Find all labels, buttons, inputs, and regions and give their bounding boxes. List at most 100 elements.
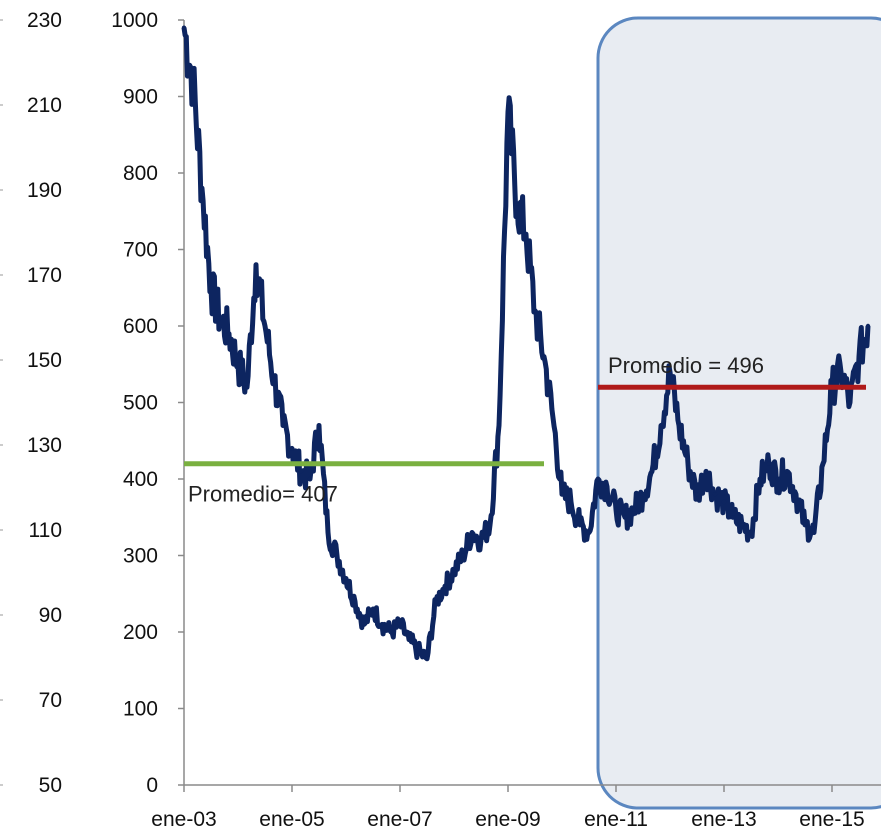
data-point <box>775 476 781 482</box>
data-point <box>181 25 187 30</box>
average-label: Promedio = 496 <box>608 353 764 378</box>
data-point <box>667 369 673 375</box>
data-point <box>595 476 601 482</box>
data-point <box>226 331 232 336</box>
y-tick-label: 800 <box>123 162 158 185</box>
x-tick-label: ene-05 <box>259 808 324 831</box>
x-tick-label: ene-11 <box>584 808 648 831</box>
data-point <box>559 492 565 497</box>
data-point <box>478 538 484 543</box>
data-point <box>388 629 394 635</box>
y-tick-label: 400 <box>123 468 158 491</box>
data-point <box>640 492 646 497</box>
data-point <box>343 576 349 581</box>
data-point <box>253 262 259 267</box>
data-point <box>271 377 277 382</box>
data-point <box>820 461 826 466</box>
y2-tick-label: 70 <box>39 689 62 712</box>
x-tick-label: ene-15 <box>799 808 864 831</box>
y2-tick-label: 130 <box>27 434 62 457</box>
x-tick-label: ene-13 <box>691 808 756 831</box>
data-point <box>541 354 547 359</box>
data-point <box>613 507 619 512</box>
y-tick-label: 600 <box>123 315 158 338</box>
data-point <box>325 530 331 535</box>
data-point <box>379 622 385 627</box>
data-point <box>622 515 628 520</box>
data-point <box>406 637 412 642</box>
data-point <box>208 285 214 290</box>
data-point <box>433 599 439 604</box>
secondary-y-axis: 50 70 90 110 130 150 170 190 210 230 <box>0 9 62 797</box>
data-point <box>577 522 583 528</box>
data-point <box>649 469 655 474</box>
data-point <box>568 499 574 505</box>
data-point <box>307 476 313 482</box>
data-point <box>424 656 430 661</box>
data-point <box>442 583 448 589</box>
data-point <box>532 308 538 313</box>
annotation-layer: Promedio= 407 Promedio = 496 <box>184 353 866 507</box>
data-point <box>694 492 700 497</box>
data-point <box>217 316 223 321</box>
data-point <box>397 622 403 627</box>
data-point <box>847 400 853 405</box>
y-tick-label: 300 <box>123 545 158 568</box>
data-point <box>703 469 709 474</box>
y2-tick-label: 210 <box>27 94 62 117</box>
y-tick-label: 200 <box>123 621 158 644</box>
data-point <box>235 362 241 367</box>
data-point <box>730 515 736 520</box>
y-tick-label: 0 <box>146 774 158 797</box>
data-point <box>496 423 502 428</box>
data-point <box>631 507 637 512</box>
data-point <box>262 323 268 329</box>
data-point <box>586 530 592 535</box>
data-point <box>352 599 358 604</box>
data-point <box>757 476 763 482</box>
data-point <box>676 423 682 428</box>
x-axis: ene-03 ene-05 ene-07 ene-09 ene-11 ene-13 ene-… <box>151 784 881 831</box>
data-point <box>766 461 772 466</box>
data-point <box>811 530 817 535</box>
data-point <box>802 522 808 528</box>
data-point <box>361 622 367 627</box>
data-point <box>604 484 610 489</box>
data-point <box>523 232 529 237</box>
y-tick-label: 500 <box>123 392 158 415</box>
y-tick-label: 900 <box>123 86 158 109</box>
data-point <box>415 648 421 654</box>
y2-tick-label: 90 <box>39 604 62 627</box>
data-point <box>514 201 520 206</box>
average-label: Promedio= 407 <box>188 482 338 507</box>
y2-tick-label: 170 <box>27 264 62 287</box>
data-point <box>865 323 871 329</box>
primary-y-axis: 0 100 200 300 400 500 600 700 800 900 1000 <box>111 9 185 797</box>
data-point <box>685 461 691 466</box>
data-point <box>550 415 556 420</box>
data-point <box>334 553 340 558</box>
y2-tick-label: 190 <box>27 179 62 202</box>
x-tick-label: ene-09 <box>475 808 540 831</box>
data-point <box>280 423 286 428</box>
data-point <box>244 385 250 390</box>
x-tick-label: ene-07 <box>367 808 432 831</box>
data-point <box>469 530 475 535</box>
data-point <box>505 109 511 115</box>
data-point <box>460 553 466 558</box>
y2-tick-label: 110 <box>29 519 62 542</box>
y-tick-label: 100 <box>123 698 158 721</box>
y-tick-label: 700 <box>123 239 158 262</box>
y-tick-label: 1000 <box>111 9 158 32</box>
data-point <box>838 369 844 375</box>
data-point <box>739 522 745 528</box>
data-point <box>748 530 754 535</box>
data-point <box>712 492 718 497</box>
data-point <box>289 446 295 451</box>
x-tick-label: ene-03 <box>151 808 216 831</box>
data-point <box>316 423 322 428</box>
y2-tick-label: 150 <box>27 349 62 372</box>
data-point <box>298 469 304 474</box>
data-point <box>793 492 799 497</box>
